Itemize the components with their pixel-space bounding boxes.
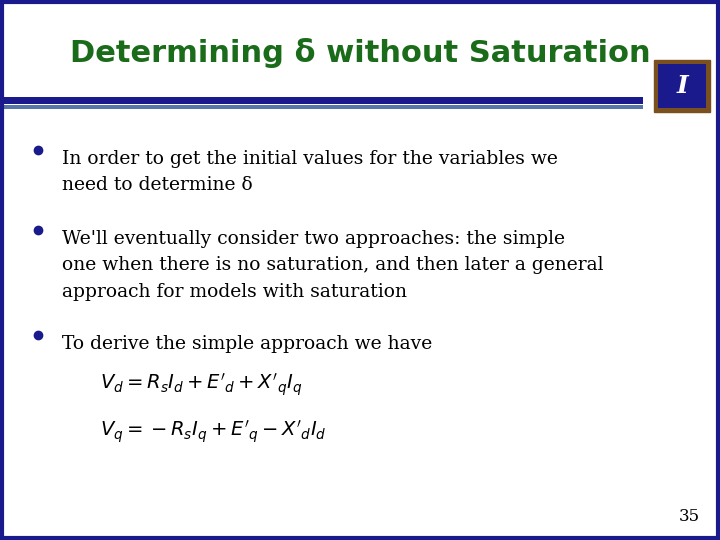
Bar [3, 97, 643, 104]
Bar [3, 105, 643, 109]
Text: I: I [676, 74, 688, 98]
Text: To derive the simple approach we have: To derive the simple approach we have [62, 335, 432, 353]
Bar [658, 64, 706, 108]
Text: 35: 35 [679, 508, 700, 525]
Bar [654, 60, 710, 112]
Bar [3, 6, 717, 100]
Text: $V_q = -R_s I_q +E'_q - X'_d I_d$: $V_q = -R_s I_q +E'_q - X'_d I_d$ [100, 418, 327, 445]
Text: We'll eventually consider two approaches: the simple
one when there is no satura: We'll eventually consider two approaches… [62, 230, 603, 301]
Text: Determining δ without Saturation: Determining δ without Saturation [70, 38, 650, 68]
Text: In order to get the initial values for the variables we
need to determine δ: In order to get the initial values for t… [62, 150, 558, 194]
Text: $V_d = R_s I_d +E'_d + X'_q I_q$: $V_d = R_s I_d +E'_d + X'_q I_q$ [100, 372, 302, 399]
